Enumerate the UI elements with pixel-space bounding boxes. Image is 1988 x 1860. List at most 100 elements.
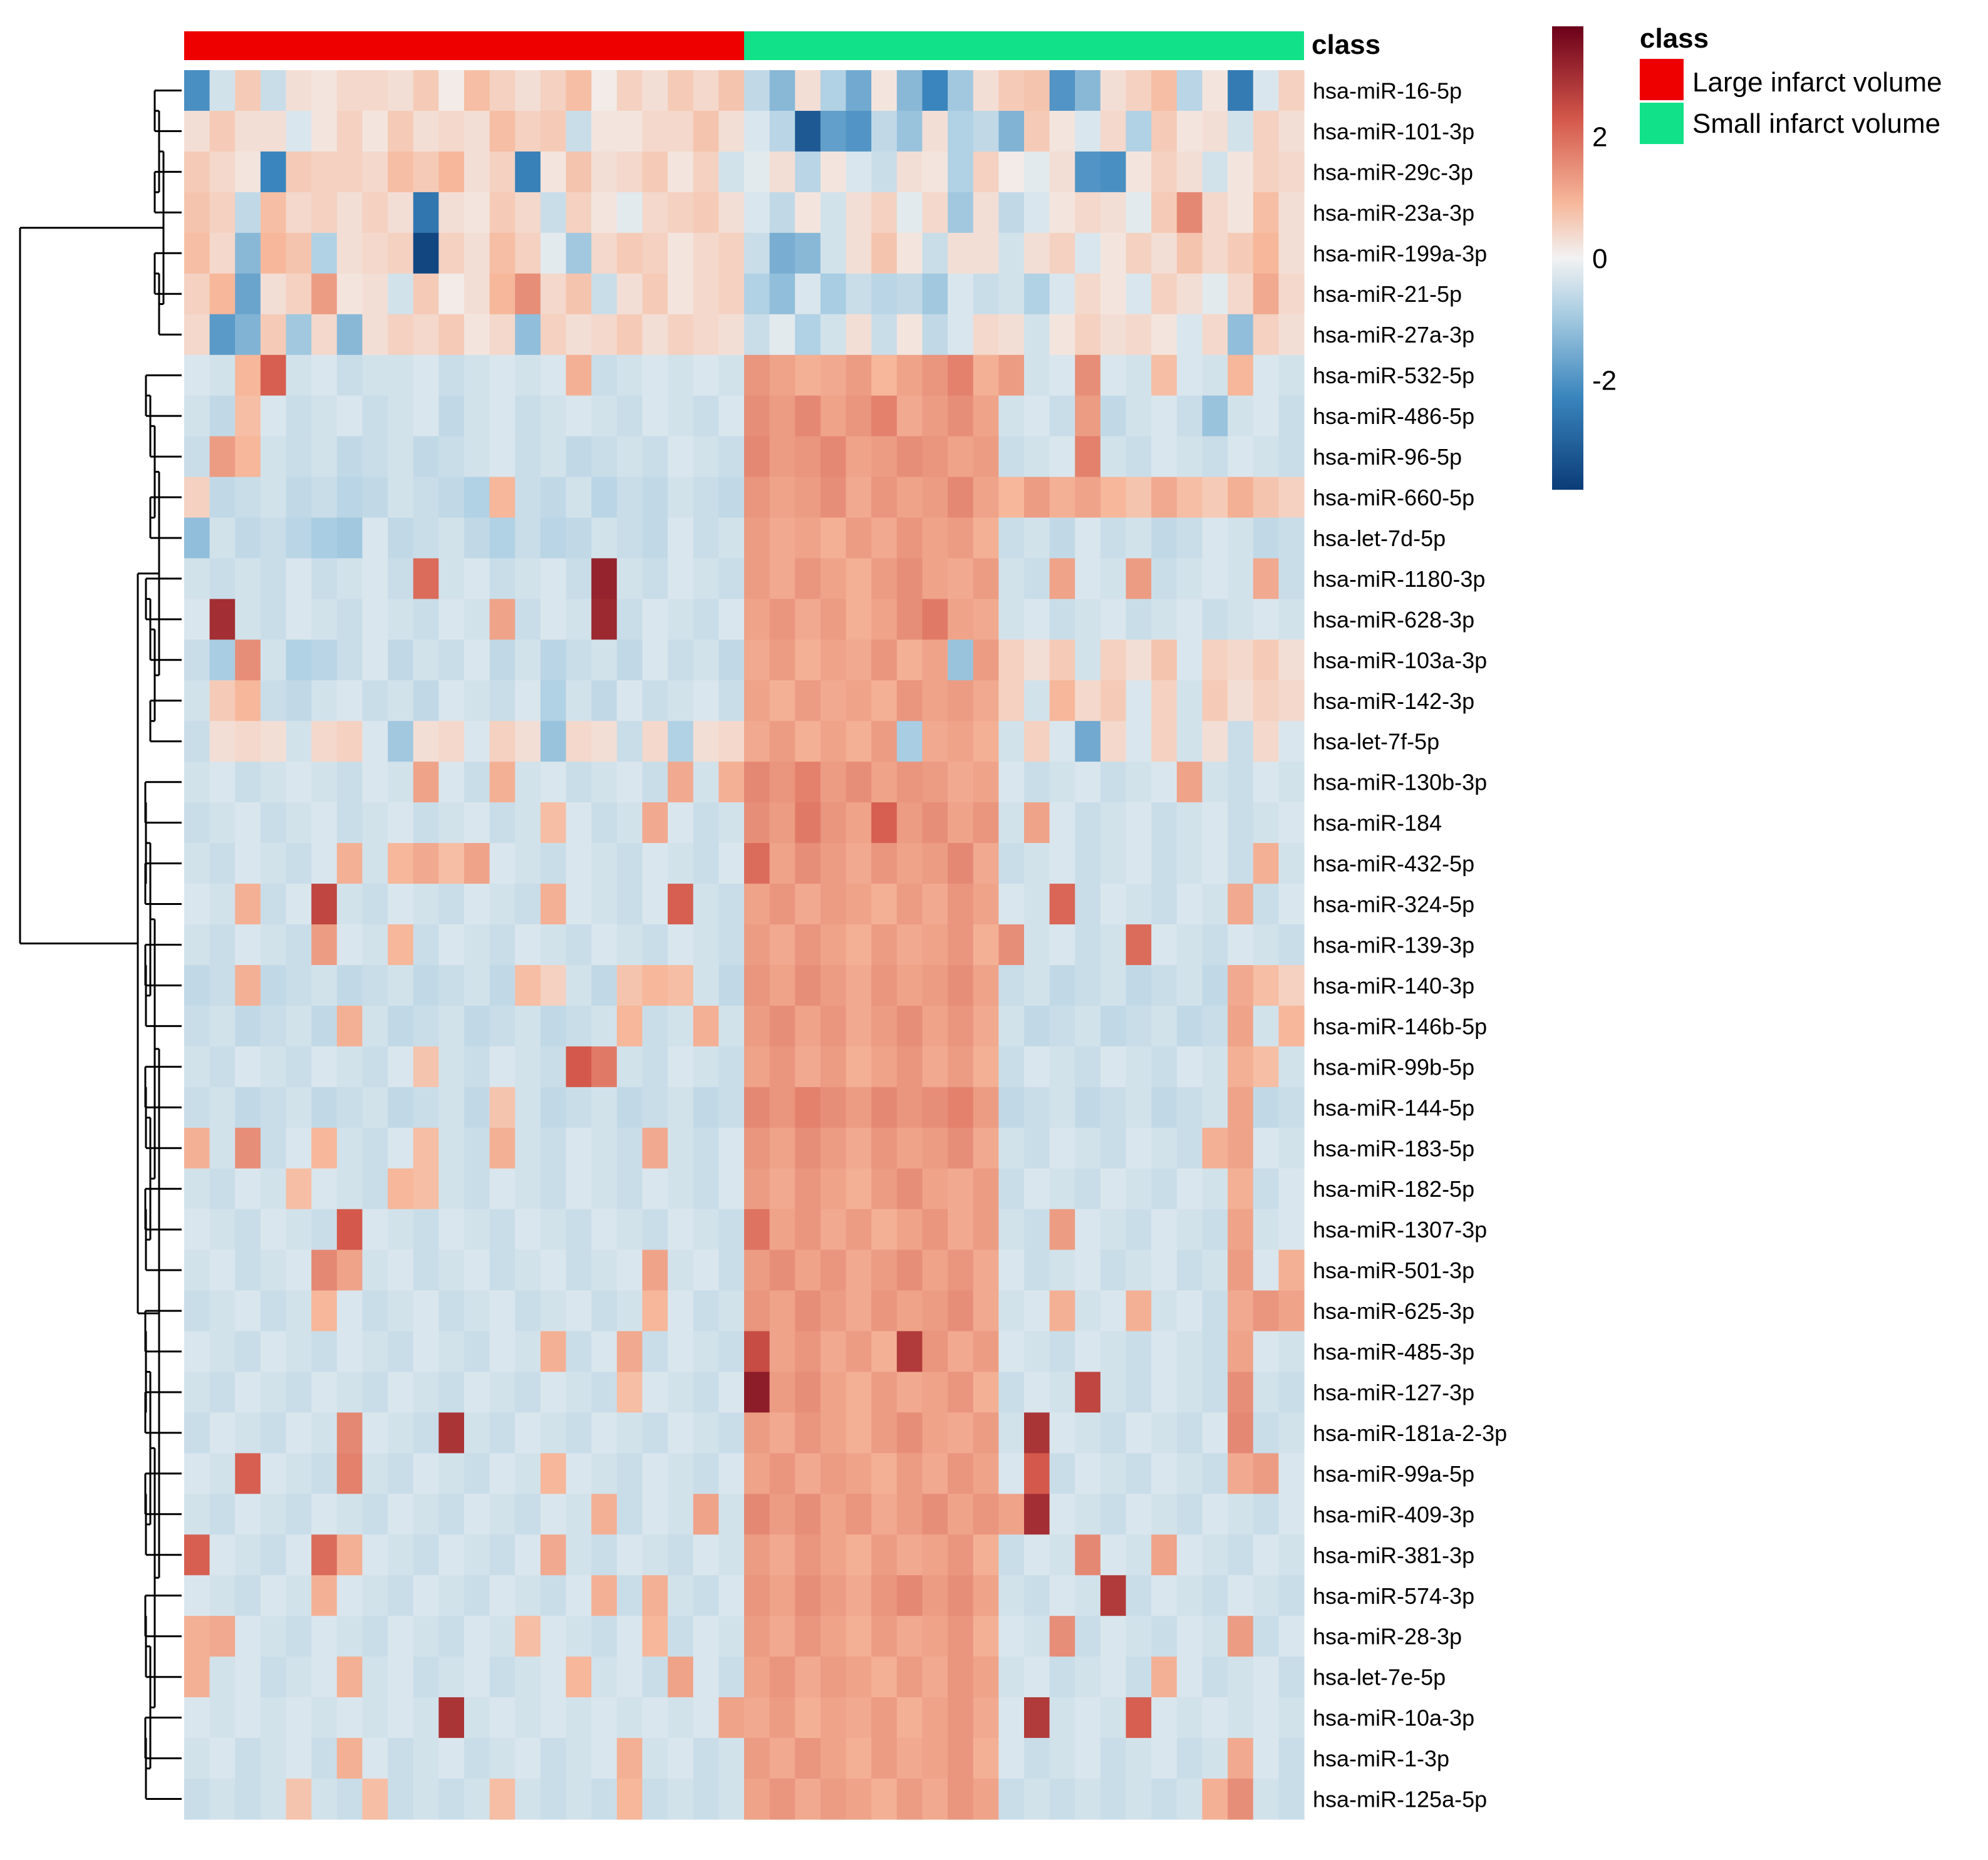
heatmap-cell: [820, 1249, 847, 1291]
heatmap-cell: [184, 1779, 210, 1820]
heatmap-cell: [388, 1087, 414, 1129]
heatmap-cell: [948, 964, 974, 1006]
heatmap-cell: [1126, 1087, 1152, 1129]
heatmap-cell: [1126, 395, 1152, 437]
heatmap-cell: [540, 70, 567, 111]
heatmap-cell: [795, 1087, 821, 1129]
heatmap-cell: [795, 436, 821, 478]
heatmap-cell: [1202, 110, 1228, 152]
heatmap-cell: [464, 1697, 490, 1739]
heatmap-cell: [1176, 273, 1203, 315]
heatmap-cell: [896, 477, 923, 519]
heatmap-cell: [998, 1453, 1025, 1494]
heatmap-cell: [515, 1005, 541, 1047]
heatmap-cell: [1126, 1738, 1152, 1779]
heatmap-cell: [922, 924, 948, 966]
heatmap-cell: [718, 232, 745, 274]
heatmap-cell: [948, 1779, 974, 1820]
heatmap-cell: [846, 232, 872, 274]
heatmap-cell: [1049, 273, 1075, 315]
heatmap-cell: [235, 1127, 261, 1169]
heatmap-cell: [591, 354, 618, 396]
heatmap-cell: [362, 477, 388, 519]
heatmap-cell: [362, 599, 388, 640]
heatmap-cell: [235, 1453, 261, 1494]
heatmap-cell: [1126, 599, 1152, 640]
heatmap-cell: [1024, 680, 1050, 721]
heatmap-cell: [235, 1372, 261, 1413]
heatmap-cell: [1176, 1534, 1203, 1576]
heatmap-cell: [489, 1087, 515, 1129]
heatmap-cell: [948, 1494, 974, 1535]
heatmap-cell: [1202, 964, 1228, 1006]
heatmap-cell: [388, 232, 414, 274]
heatmap-cell: [1228, 151, 1254, 193]
heatmap-cell: [1278, 721, 1305, 762]
row-label: hsa-miR-324-5p: [1313, 892, 1474, 917]
heatmap-cell: [871, 1616, 898, 1657]
heatmap-cell: [540, 1046, 567, 1088]
heatmap-cell: [642, 1372, 668, 1413]
heatmap-cell: [1049, 1779, 1075, 1820]
heatmap-cell: [1075, 1575, 1101, 1616]
heatmap-cell: [336, 314, 363, 356]
heatmap-cell: [693, 1494, 719, 1535]
heatmap-cell: [1253, 110, 1279, 152]
heatmap-cell: [260, 1779, 287, 1820]
heatmap-cell: [616, 1534, 643, 1576]
heatmap-cell: [1176, 395, 1203, 437]
heatmap-cell: [718, 1494, 745, 1535]
heatmap-cell: [286, 884, 312, 925]
heatmap-cell: [820, 1738, 847, 1779]
heatmap-cell: [336, 1412, 363, 1454]
heatmap-cell: [388, 1127, 414, 1169]
heatmap-cell: [336, 843, 363, 884]
heatmap-cell: [566, 843, 592, 884]
heatmap-cell: [1075, 1616, 1101, 1657]
heatmap-cell: [718, 517, 745, 559]
heatmap-cell: [1075, 192, 1101, 234]
heatmap-cell: [1024, 1575, 1050, 1616]
heatmap-cell: [998, 1168, 1025, 1210]
heatmap-cell: [744, 924, 770, 966]
heatmap-cell: [616, 1127, 643, 1169]
heatmap-cell: [540, 1779, 567, 1820]
heatmap-cell: [744, 232, 770, 274]
heatmap-cell: [846, 110, 872, 152]
heatmap-cell: [948, 680, 974, 721]
heatmap-cell: [362, 558, 388, 599]
heatmap-cell: [286, 1453, 312, 1494]
heatmap-cell: [1253, 558, 1279, 599]
heatmap-cell: [184, 232, 210, 274]
heatmap-cell: [1100, 354, 1127, 396]
heatmap-cell: [871, 843, 898, 884]
heatmap-cell: [1049, 354, 1075, 396]
heatmap-cell: [235, 1005, 261, 1047]
heatmap-cell: [948, 1575, 974, 1616]
heatmap-cell: [820, 599, 847, 640]
heatmap-cell: [871, 1168, 898, 1210]
heatmap-cell: [1202, 558, 1228, 599]
heatmap-cell: [668, 1575, 694, 1616]
heatmap-cell: [896, 639, 923, 681]
heatmap-cell: [896, 1168, 923, 1210]
heatmap-cell: [693, 1656, 719, 1698]
heatmap-cell: [336, 599, 363, 640]
heatmap-cell: [871, 1127, 898, 1169]
heatmap-cell: [1049, 1168, 1075, 1210]
heatmap-cell: [1075, 721, 1101, 762]
heatmap-cell: [896, 599, 923, 640]
heatmap-cell: [1176, 802, 1203, 844]
heatmap-cell: [1202, 273, 1228, 315]
heatmap-cell: [693, 1453, 719, 1494]
heatmap-cell: [795, 354, 821, 396]
heatmap-cell: [1100, 599, 1127, 640]
heatmap-cell: [311, 802, 338, 844]
heatmap-cell: [336, 1005, 363, 1047]
heatmap-cell: [438, 802, 465, 844]
heatmap-cell: [744, 1738, 770, 1779]
heatmap-cell: [1228, 964, 1254, 1006]
heatmap-cell: [795, 1697, 821, 1739]
heatmap-cell: [973, 762, 999, 803]
heatmap-cell: [896, 762, 923, 803]
